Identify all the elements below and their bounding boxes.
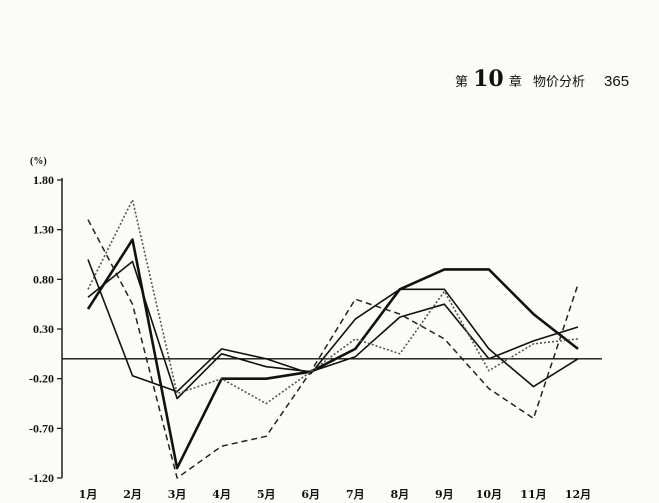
y-tick-label: 1.30 [33,223,54,237]
x-tick-label: 3月 [168,488,187,501]
chapter-prefix: 第 [455,75,469,90]
page-header: 第 10 章 物价分析 365 [455,66,629,92]
series-lines [86,199,579,479]
series-line-5 [87,199,579,405]
y-tick-label: 0.30 [33,322,54,336]
series-line-4 [87,219,579,479]
y-tick-label: 1.80 [33,173,54,187]
y-tick-label: 0.80 [33,272,54,286]
page-number: 365 [604,73,630,90]
series-line-1 [86,238,579,470]
x-tick-label: 10月 [476,488,502,501]
x-tick-label: 11月 [520,488,546,501]
x-tick-label: 2月 [123,488,142,501]
chapter-suffix: 章 [508,75,522,90]
x-tick-label: 5月 [257,488,276,501]
y-tick-label: -1.20 [29,471,54,485]
y-axis-unit-label: (%) [30,156,47,167]
x-tick-label: 8月 [390,488,409,501]
chapter-number: 10 [473,66,504,92]
x-tick-label: 12月 [565,488,591,501]
y-tick-label: -0.70 [29,421,54,435]
x-tick-label: 6月 [301,488,320,501]
y-axis-ticks: 1.80 1.30 0.80 0.30 -0.20 -0.70 -1.20 [29,173,62,485]
x-axis-labels: 1月 2月 3月 4月 5月 6月 7月 8月 9月 10月 11月 12月 [79,488,591,501]
series-line-3 [87,260,579,400]
x-tick-label: 7月 [346,488,365,501]
x-tick-label: 1月 [79,488,98,501]
x-tick-label: 4月 [212,488,231,501]
chart-axes: (%) [30,156,602,478]
chapter-title: 物价分析 [532,75,585,90]
y-tick-label: -0.20 [29,372,54,386]
x-tick-label: 9月 [435,488,454,501]
